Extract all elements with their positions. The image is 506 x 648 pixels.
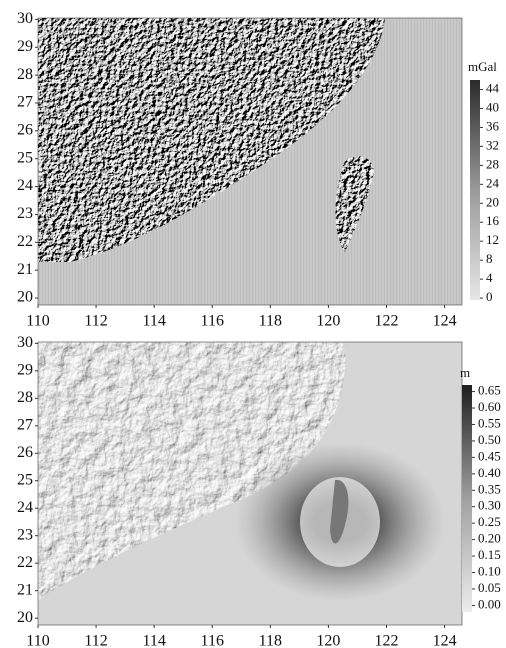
colorbar-tick-label: 24 — [486, 175, 500, 190]
colorbar-title: mGal — [468, 59, 497, 74]
x-tick-label: 118 — [259, 633, 282, 648]
colorbar-tick-label: 28 — [486, 156, 499, 171]
y-tick-label: 21 — [17, 581, 33, 598]
x-tick-label: 124 — [433, 633, 457, 648]
x-tick-label: 122 — [374, 633, 398, 648]
colorbar-tick-label: 16 — [486, 213, 500, 228]
colorbar-title: m — [460, 365, 470, 380]
panel-1 — [38, 18, 462, 305]
y-tick-label: 29 — [17, 362, 33, 379]
y-tick-label: 28 — [17, 66, 33, 83]
figure: 1101121141161181201221242021222324252627… — [0, 0, 506, 648]
colorbar-tick-label: 44 — [486, 80, 500, 95]
y-tick-label: 26 — [17, 444, 33, 461]
colorbar-tick-label: 0.50 — [478, 432, 501, 447]
colorbar-tick-label: 0.00 — [478, 596, 501, 611]
x-tick-label: 114 — [142, 313, 165, 330]
x-tick-label: 114 — [142, 633, 165, 648]
x-tick-label: 120 — [316, 633, 340, 648]
y-tick-label: 30 — [17, 334, 33, 351]
x-tick-label: 124 — [433, 313, 457, 330]
colorbar-tick-label: 40 — [486, 99, 499, 114]
y-tick-label: 27 — [17, 94, 33, 111]
y-tick-label: 23 — [17, 205, 33, 222]
x-tick-label: 112 — [84, 313, 107, 330]
x-tick-label: 116 — [201, 313, 224, 330]
y-tick-label: 29 — [17, 38, 33, 55]
colorbar-tick-label: 0.25 — [478, 514, 501, 529]
colorbar-tick-label: 0.35 — [478, 481, 501, 496]
colorbar-tick-label: 0.20 — [478, 531, 501, 546]
colorbar-tick-label: 12 — [486, 232, 499, 247]
x-tick-label: 110 — [26, 633, 49, 648]
colorbar-tick-label: 0 — [486, 289, 493, 304]
y-tick-label: 24 — [17, 177, 33, 194]
y-tick-label: 23 — [17, 526, 33, 543]
colorbar-tick-label: 0.10 — [478, 564, 501, 579]
y-tick-label: 22 — [17, 554, 33, 571]
colorbar-tick-label: 0.40 — [478, 465, 501, 480]
colorbar-tick-label: 0.15 — [478, 547, 501, 562]
y-tick-label: 26 — [17, 122, 33, 139]
y-tick-label: 20 — [17, 289, 33, 306]
colorbar-tick-label: 20 — [486, 194, 499, 209]
colorbar-tick-label: 32 — [486, 137, 499, 152]
y-tick-label: 25 — [17, 471, 33, 488]
y-tick-label: 24 — [17, 499, 33, 516]
colorbar-scale — [462, 385, 472, 612]
x-tick-label: 118 — [259, 313, 282, 330]
colorbar-tick-label: 36 — [486, 118, 500, 133]
colorbar-tick-label: 0.05 — [478, 580, 501, 595]
y-tick-label: 20 — [17, 609, 33, 626]
colorbar: m 0.000.050.10 0.150.20 0.250.30 0.350.40 0.4… — [460, 365, 501, 612]
colorbar-tick-label: 8 — [486, 251, 493, 266]
colorbar-tick-label: 0.55 — [478, 415, 501, 430]
colorbar-tick-label: 0.45 — [478, 448, 501, 463]
y-tick-label: 22 — [17, 233, 33, 250]
y-tick-label: 28 — [17, 389, 33, 406]
panel-2 — [38, 342, 462, 625]
colorbar-scale — [470, 80, 480, 300]
x-tick-label: 120 — [316, 313, 340, 330]
y-tick-label: 27 — [17, 416, 33, 433]
y-tick-label: 30 — [17, 10, 33, 27]
y-tick-label: 25 — [17, 149, 33, 166]
x-tick-label: 122 — [374, 313, 398, 330]
x-tick-label: 112 — [84, 633, 107, 648]
colorbar-tick-label: 4 — [486, 270, 493, 285]
colorbar-tick-label: 0.30 — [478, 498, 501, 513]
x-tick-label: 110 — [26, 313, 49, 330]
colorbar-tick-label: 0.65 — [478, 383, 501, 398]
x-tick-label: 116 — [201, 633, 224, 648]
colorbar-tick-label: 0.60 — [478, 399, 501, 414]
y-tick-label: 21 — [17, 261, 33, 278]
colorbar: mGal 0 4 8 12 16 20 24 28 32 36 40 44 — [468, 59, 500, 304]
